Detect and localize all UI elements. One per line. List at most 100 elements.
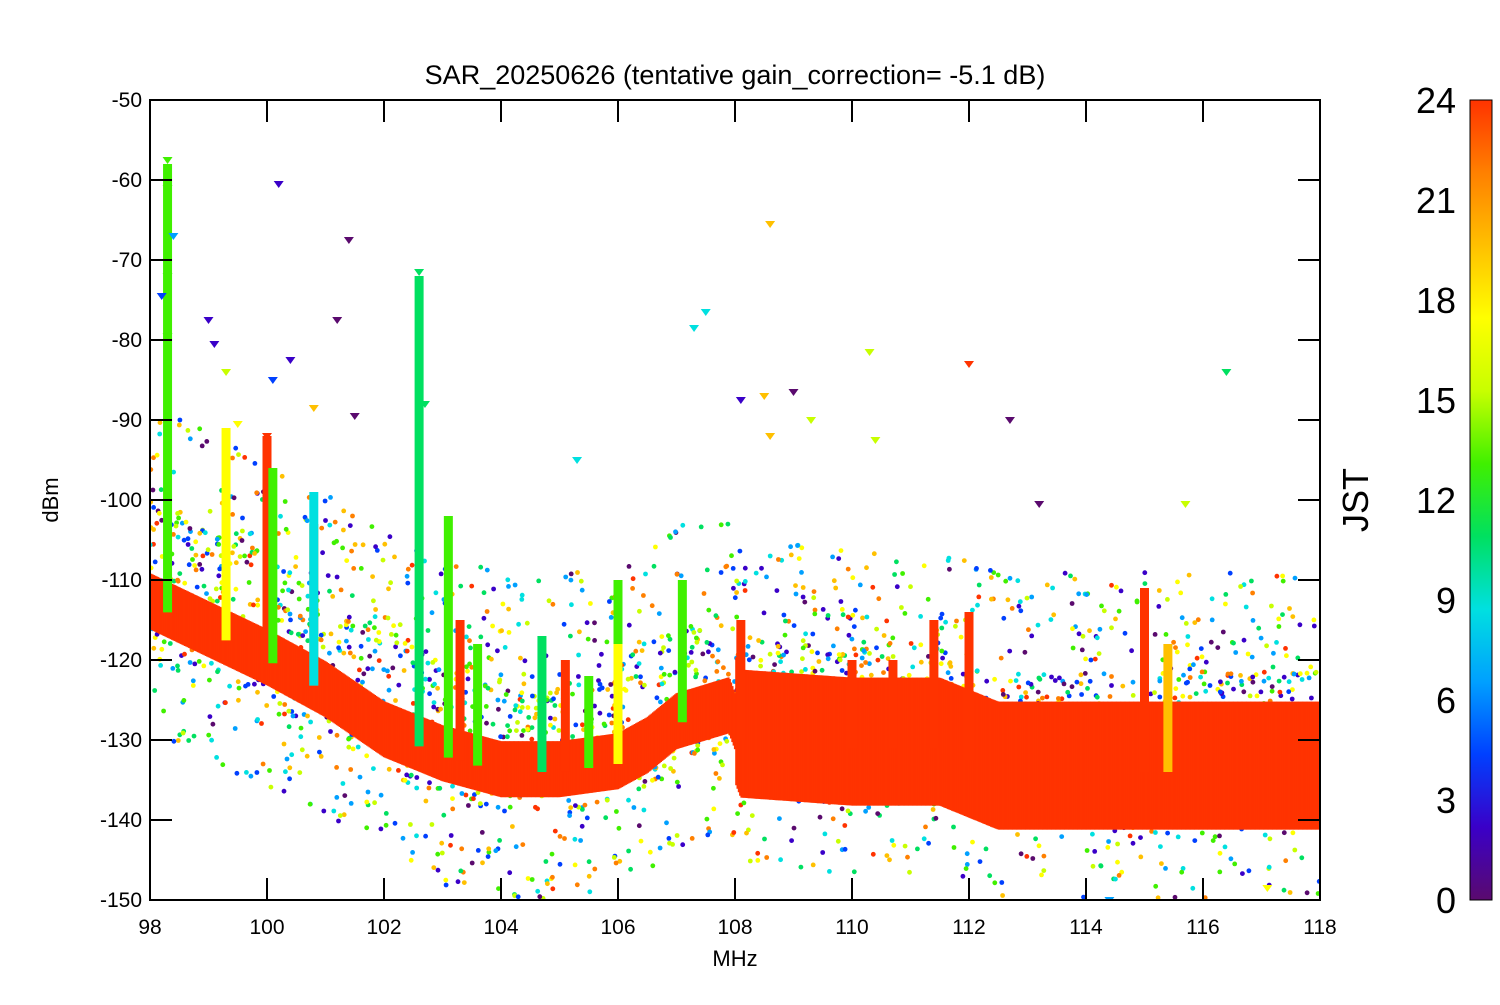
scatter-point <box>811 595 817 601</box>
scatter-point <box>1180 693 1186 699</box>
scatter-point <box>926 840 931 846</box>
scatter-point <box>1223 601 1228 607</box>
scatter-point <box>647 849 653 855</box>
scatter-point <box>970 839 975 845</box>
scatter-point <box>793 583 798 588</box>
scatter-point <box>546 598 552 604</box>
y-tick-label: -130 <box>100 729 142 752</box>
scatter-point <box>215 703 221 709</box>
scatter-point <box>1283 646 1288 651</box>
scatter-point <box>352 542 358 547</box>
scatter-point <box>1175 834 1181 840</box>
scatter-point <box>318 637 324 643</box>
scatter-point <box>960 873 966 879</box>
scatter-point <box>233 560 239 566</box>
chart-title: SAR_20250626 (tentative gain_correction=… <box>425 60 1046 90</box>
scatter-point <box>636 661 642 666</box>
scatter-point <box>1181 672 1186 678</box>
scatter-point <box>1217 869 1223 875</box>
scatter-point <box>304 518 310 524</box>
scatter-point <box>638 674 643 680</box>
scatter-point <box>154 520 160 526</box>
scatter-point <box>526 715 532 720</box>
scatter-point <box>680 842 686 848</box>
scatter-point <box>609 720 615 726</box>
scatter-point <box>1217 833 1222 839</box>
scatter-point <box>181 698 187 703</box>
scatter-point <box>365 666 371 672</box>
x-tick-label: 104 <box>483 916 518 939</box>
y-tick-label: -90 <box>112 409 142 432</box>
scatter-point <box>1157 678 1163 684</box>
scatter-point <box>409 644 415 650</box>
signal-marker <box>788 389 799 396</box>
scatter-point <box>674 779 680 785</box>
scatter-point <box>1292 847 1298 853</box>
scatter-point <box>1201 681 1207 687</box>
scatter-point <box>392 820 398 826</box>
scatter-point <box>185 536 191 542</box>
scatter-point <box>491 586 496 592</box>
scatter-point <box>1245 651 1251 657</box>
scatter-point <box>799 570 804 575</box>
signal-spikes <box>163 164 1173 772</box>
scatter-point <box>1101 608 1107 614</box>
scatter-point <box>953 623 958 629</box>
scatter-point <box>695 747 701 753</box>
scatter-point <box>552 828 558 834</box>
scatter-point <box>305 593 311 599</box>
scatter-point <box>630 576 636 582</box>
scatter-point <box>650 777 655 783</box>
scatter-point <box>613 860 619 866</box>
scatter-point <box>512 582 518 588</box>
scatter-point <box>175 578 181 584</box>
scatter-point <box>1153 830 1158 835</box>
scatter-point <box>764 574 769 580</box>
scatter-point <box>930 807 936 812</box>
scatter-point <box>948 676 954 681</box>
scatter-point <box>293 564 298 569</box>
scatter-point <box>286 708 292 714</box>
scatter-point <box>320 644 326 650</box>
scatter-point <box>514 728 519 733</box>
scatter-point <box>236 697 241 703</box>
scatter-point <box>1156 604 1162 609</box>
scatter-point <box>992 880 998 886</box>
scatter-point <box>1116 608 1122 614</box>
scatter-point <box>1223 592 1229 597</box>
scatter-point <box>793 591 799 597</box>
scatter-point <box>1156 588 1162 593</box>
scatter-point <box>532 715 538 721</box>
scatter-point <box>1129 648 1134 654</box>
scatter-point <box>506 584 511 589</box>
y-axis: -50 -60 -70 -80 -90 -100 -110 -120 -130 -140 -150 <box>100 89 1320 912</box>
scatter-point <box>1041 672 1047 678</box>
scatter-point <box>1148 691 1154 697</box>
scatter-point <box>1165 830 1170 836</box>
scatter-point <box>616 825 622 831</box>
scatter-point <box>372 614 378 620</box>
scatter-point <box>894 559 899 565</box>
scatter-point <box>281 569 286 574</box>
scatter-point <box>1202 895 1208 900</box>
scatter-point <box>1187 666 1193 672</box>
scatter-point <box>350 746 356 752</box>
scatter-point <box>1283 858 1289 864</box>
scatter-point <box>414 785 420 791</box>
scatter-point <box>838 548 844 553</box>
scatter-point <box>204 591 209 596</box>
scatter-point <box>1212 834 1218 840</box>
scatter-point <box>840 652 846 657</box>
colorbar-tick-label: 6 <box>1436 680 1456 721</box>
scatter-point <box>891 842 897 848</box>
scatter-point <box>463 792 469 798</box>
scatter-point <box>236 685 242 691</box>
scatter-point <box>551 696 556 702</box>
scatter-point <box>325 573 331 578</box>
scatter-point <box>1044 582 1050 588</box>
scatter-point <box>799 669 804 674</box>
scatter-point <box>252 551 257 556</box>
y-axis-label: dBm <box>38 477 63 522</box>
scatter-point <box>701 591 707 596</box>
